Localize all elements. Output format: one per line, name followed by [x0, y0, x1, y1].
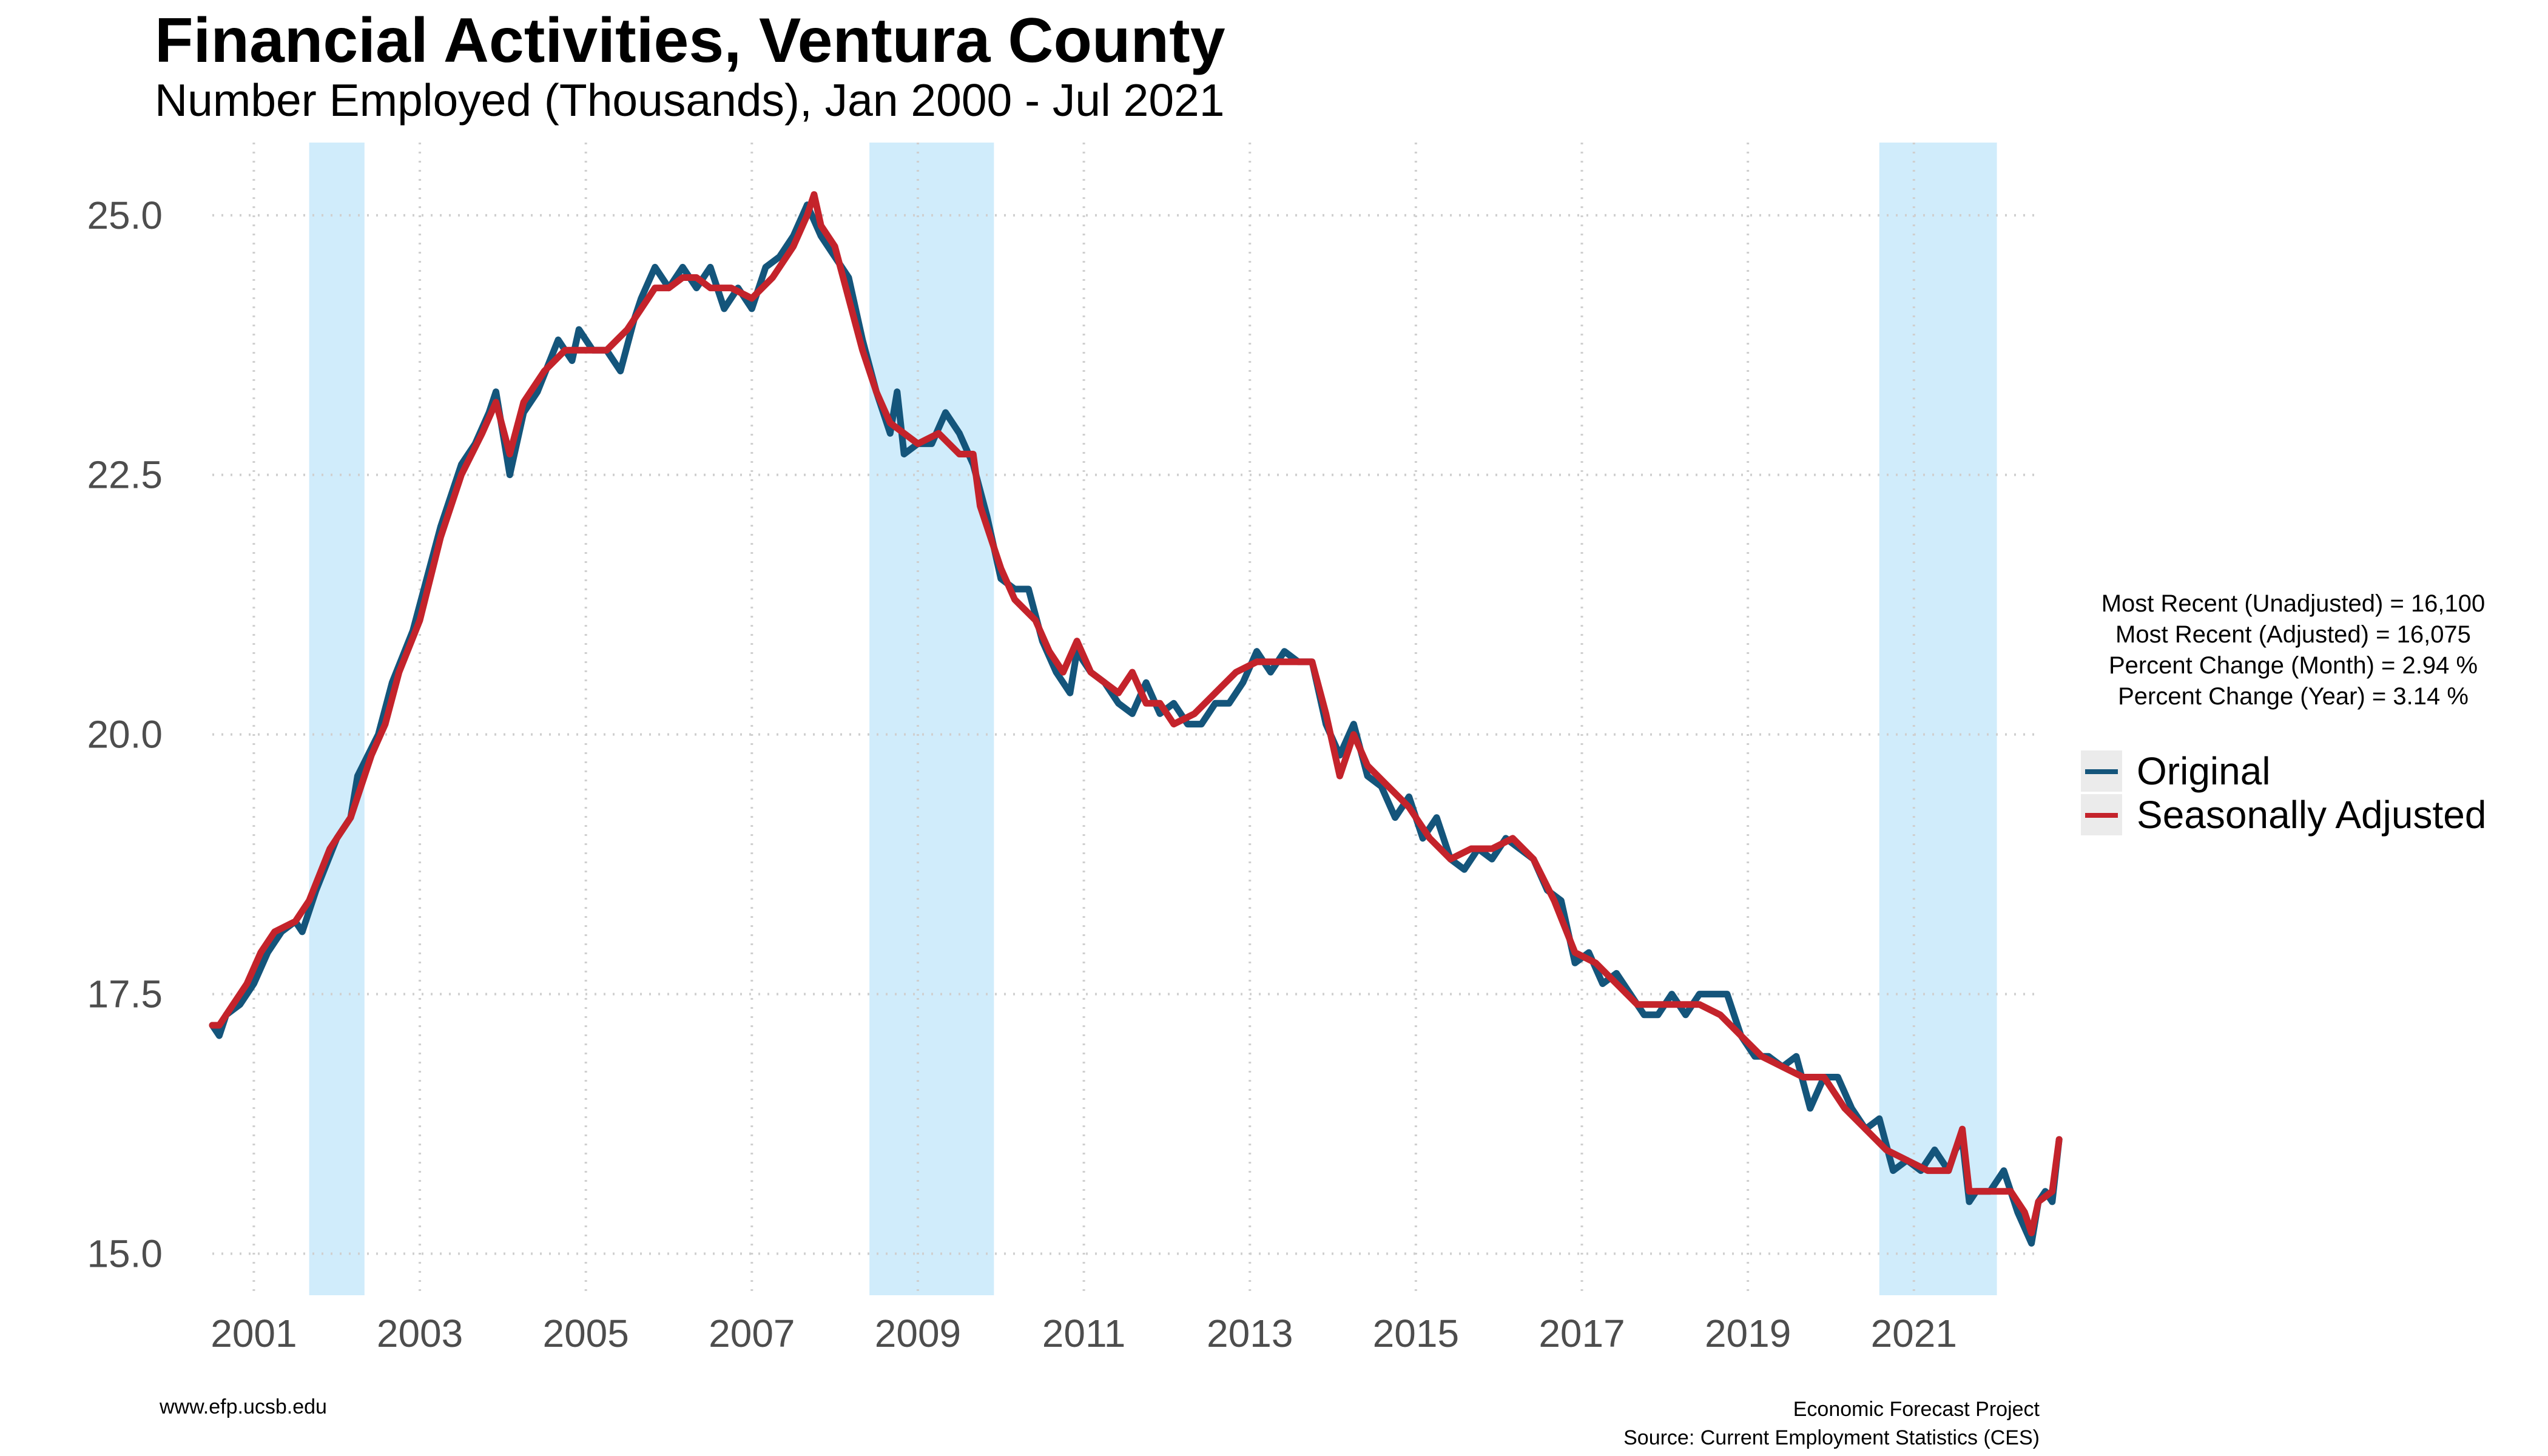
x-tick-label-2021: 2021 [1871, 1312, 1957, 1355]
x-tick-label-2013: 2013 [1207, 1312, 1293, 1355]
footer-source-line: Source: Current Employment Statistics (C… [1623, 1426, 2040, 1449]
x-axis: 2001 2003 2005 2007 2009 2011 2013 2015 2017 2019… [211, 1312, 1957, 1355]
chart-title: Financial Activities, Ventura County [155, 5, 1225, 76]
legend-label-seasonally-adjusted: Seasonally Adjusted [2137, 793, 2487, 837]
stat-most-recent-unadjusted: Most Recent (Unadjusted) = 16,100 [2101, 590, 2486, 617]
footer-project: Economic Forecast Project [1793, 1398, 2040, 1421]
x-tick-label-2019: 2019 [1705, 1312, 1791, 1355]
x-tick-label-2015: 2015 [1373, 1312, 1459, 1355]
y-tick-label-22.5: 22.5 [87, 453, 163, 497]
summary-stats: Most Recent (Unadjusted) = 16,100 Most R… [2063, 588, 2524, 712]
series-lines [209, 191, 2063, 1247]
y-tick-label-17.5: 17.5 [87, 972, 163, 1016]
recession-band-3 [1879, 143, 1997, 1295]
footer-source: Economic Forecast Project Source: Curren… [1623, 1395, 2040, 1452]
chart-subtitle: Number Employed (Thousands), Jan 2000 - … [155, 75, 1225, 126]
legend-item-original: Original [2081, 749, 2486, 793]
legend-item-seasonally-adjusted: Seasonally Adjusted [2081, 793, 2486, 837]
x-tick-label-2007: 2007 [709, 1312, 795, 1355]
y-tick-label-25.0: 25.0 [87, 194, 163, 237]
stat-percent-change-month: Percent Change (Month) = 2.94 % [2108, 652, 2478, 679]
x-tick-label-2003: 2003 [377, 1312, 463, 1355]
recession-band-1 [309, 143, 365, 1295]
recession-band-2 [869, 143, 994, 1295]
stat-percent-change-year: Percent Change (Year) = 3.14 % [2118, 683, 2469, 710]
legend: Original Seasonally Adjusted [2081, 749, 2486, 837]
series-line-seasonally-adjusted [209, 191, 2063, 1236]
y-axis: 15.0 17.5 20.0 22.5 25.0 [87, 194, 163, 1276]
recession-shading [309, 143, 1997, 1295]
x-tick-label-2011: 2011 [1042, 1312, 1126, 1355]
x-tick-label-2017: 2017 [1539, 1312, 1625, 1355]
series-line-original [209, 201, 2063, 1247]
legend-key-original [2081, 750, 2122, 792]
stat-most-recent-adjusted: Most Recent (Adjusted) = 16,075 [2115, 621, 2471, 648]
x-tick-label-2009: 2009 [875, 1312, 961, 1355]
legend-label-original: Original [2137, 749, 2271, 793]
grid-lines [212, 143, 2038, 1295]
x-tick-label-2001: 2001 [211, 1312, 297, 1355]
x-tick-label-2005: 2005 [542, 1312, 629, 1355]
y-tick-label-15.0: 15.0 [87, 1232, 163, 1276]
legend-key-seasonally-adjusted [2081, 794, 2122, 835]
y-tick-label-20.0: 20.0 [87, 713, 163, 757]
footer-website: www.efp.ucsb.edu [160, 1395, 327, 1418]
